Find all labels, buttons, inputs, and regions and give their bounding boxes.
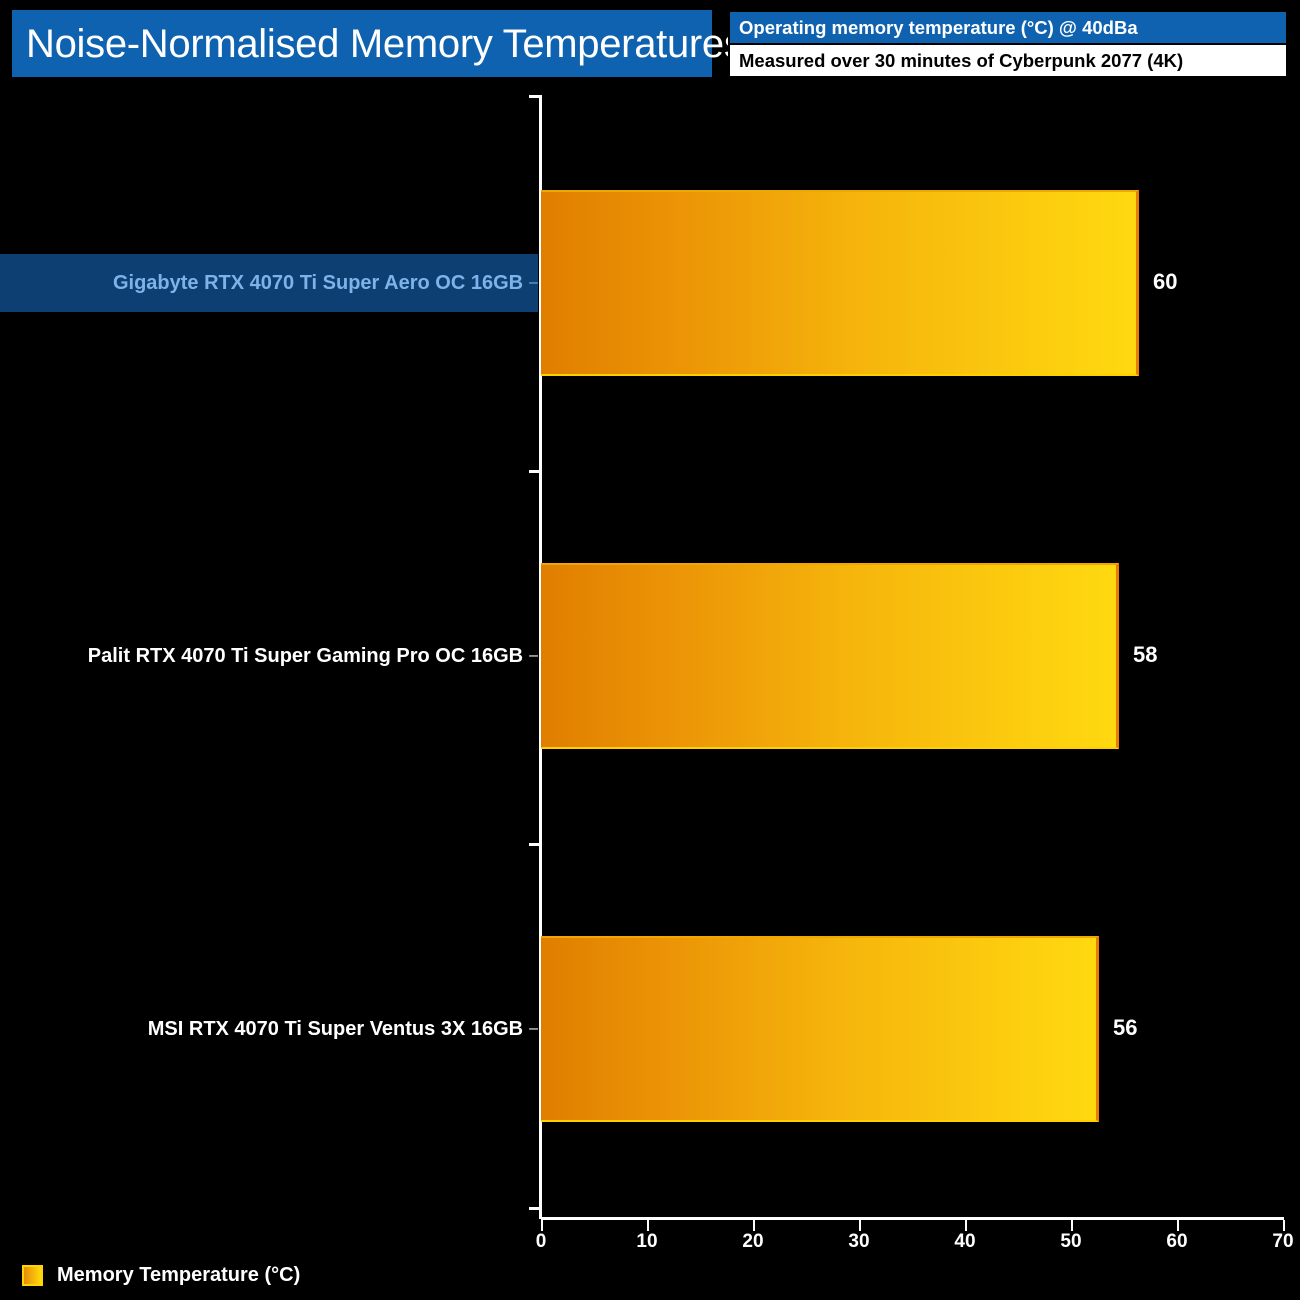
category-tick-dash-icon: –	[529, 274, 538, 291]
chart-subtitle-primary: Operating memory temperature (°C) @ 40dB…	[730, 12, 1286, 43]
x-axis-tick	[753, 1220, 755, 1231]
category-label-text: MSI RTX 4070 Ti Super Ventus 3X 16GB	[147, 1017, 524, 1040]
x-axis-line	[541, 1217, 1284, 1220]
category-label-text: Gigabyte RTX 4070 Ti Super Aero OC 16GB	[112, 271, 524, 294]
x-axis-tick	[1177, 1220, 1179, 1231]
x-axis-tick-label: 40	[954, 1231, 976, 1252]
category-label-2: Palit RTX 4070 Ti Super Gaming Pro OC 16…	[0, 636, 538, 676]
y-axis-line	[539, 95, 542, 1219]
category-label-1: Gigabyte RTX 4070 Ti Super Aero OC 16GB –	[0, 254, 538, 312]
bar-value-label: 58	[1133, 642, 1158, 667]
chart-subtitle-secondary: Measured over 30 minutes of Cyberpunk 20…	[730, 45, 1286, 76]
y-axis-end-tick	[529, 95, 540, 98]
bar-value-label: 60	[1153, 269, 1178, 294]
bar	[541, 190, 1139, 376]
page-title: Noise-Normalised Memory Temperatures	[26, 21, 744, 66]
y-axis-tick	[529, 470, 540, 473]
category-label-3: MSI RTX 4070 Ti Super Ventus 3X 16GB –	[0, 1009, 538, 1049]
x-axis-tick-label: 0	[535, 1231, 547, 1252]
x-axis-tick-label: 30	[848, 1231, 870, 1252]
x-axis-tick-label: 20	[742, 1231, 764, 1252]
x-axis-tick	[965, 1220, 967, 1231]
legend-item-label: Memory Temperature (°C)	[57, 1264, 301, 1286]
chart-title-banner: Noise-Normalised Memory Temperatures	[12, 10, 744, 77]
x-axis-tick	[1071, 1220, 1073, 1231]
x-axis-tick-label: 60	[1166, 1231, 1188, 1252]
category-tick-dash-icon: –	[529, 1020, 538, 1037]
bar-value-label: 56	[1113, 1015, 1138, 1040]
chart-legend: Memory Temperature (°C)	[22, 1264, 300, 1287]
bar	[541, 563, 1119, 749]
x-axis-tick	[647, 1220, 649, 1231]
chart-subtitle-stack: Operating memory temperature (°C) @ 40dB…	[728, 10, 1288, 78]
category-tick-dash-icon: –	[529, 647, 538, 664]
x-axis-tick-label: 50	[1060, 1231, 1082, 1252]
x-axis-tick-label: 70	[1272, 1231, 1294, 1252]
y-axis-tick	[529, 843, 540, 846]
bar	[541, 936, 1099, 1122]
legend-swatch-icon	[22, 1265, 43, 1286]
x-axis-tick	[859, 1220, 861, 1231]
x-axis-tick	[1283, 1220, 1285, 1231]
category-label-text: Palit RTX 4070 Ti Super Gaming Pro OC 16…	[87, 644, 524, 667]
x-axis-tick-label: 10	[636, 1231, 658, 1252]
chart-header: Noise-Normalised Memory Temperatures Ope…	[0, 0, 1300, 92]
y-axis-end-tick	[529, 1207, 540, 1210]
x-axis-tick	[541, 1220, 543, 1231]
